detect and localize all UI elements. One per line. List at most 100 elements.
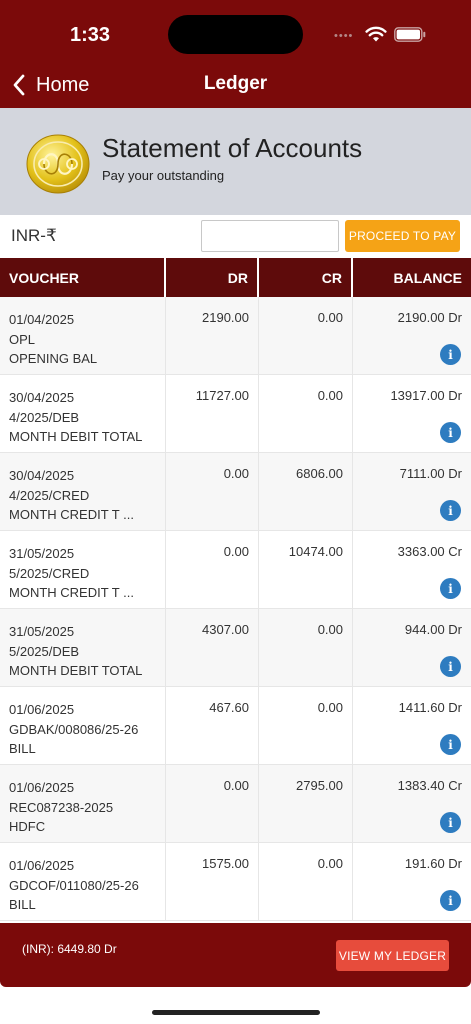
voucher-desc: MONTH DEBIT TOTAL <box>9 429 143 444</box>
voucher-ref: 4/2025/DEB <box>9 409 80 425</box>
voucher-date: 01/06/2025 <box>9 858 75 873</box>
voucher-desc: MONTH CREDIT T ... <box>9 507 134 522</box>
proceed-to-pay-button[interactable]: PROCEED TO PAY <box>345 220 460 252</box>
dr-cell: 0.00 <box>166 765 259 842</box>
top-bar: 1:33 •••• Home Ledger <box>0 0 471 108</box>
company-logo <box>26 134 90 194</box>
table-row: 01/04/2025 OPL OPENING BAL 2190.00 0.00 … <box>0 297 471 375</box>
back-button[interactable]: Home <box>12 72 89 98</box>
voucher-date: 30/04/2025 <box>9 468 75 483</box>
voucher-ref: 5/2025/DEB <box>9 643 80 659</box>
voucher-ref: GDBAK/008086/25-26 <box>9 721 139 737</box>
table-row: 30/04/2025 4/2025/CRED MONTH CREDIT T ..… <box>0 453 471 531</box>
header-dr: DR <box>166 258 259 297</box>
voucher-cell: 30/04/2025 4/2025/DEB MONTH DEBIT TOTAL <box>0 375 166 452</box>
banner-subtitle: Pay your outstanding <box>102 168 225 183</box>
balance-cell: 13917.00 Dr i <box>353 375 471 452</box>
dr-cell: 11727.00 <box>166 375 259 452</box>
balance-cell: 191.60 Dr i <box>353 843 471 920</box>
balance-cell: 1383.40 Cr i <box>353 765 471 842</box>
ledger-table-header: VOUCHER DR CR BALANCE <box>0 258 471 297</box>
voucher-desc: BILL <box>9 897 36 912</box>
balance-value: 13917.00 Dr <box>390 388 462 403</box>
voucher-cell: 30/04/2025 4/2025/CRED MONTH CREDIT T ..… <box>0 453 166 530</box>
dr-cell: 467.60 <box>166 687 259 764</box>
voucher-date: 31/05/2025 <box>9 546 75 561</box>
voucher-cell: 31/05/2025 5/2025/DEB MONTH DEBIT TOTAL <box>0 609 166 686</box>
balance-cell: 2190.00 Dr i <box>353 297 471 374</box>
cr-cell: 0.00 <box>259 609 353 686</box>
view-my-ledger-button[interactable]: VIEW MY LEDGER <box>336 940 449 971</box>
cr-cell: 0.00 <box>259 375 353 452</box>
cellular-signal-icon: •••• <box>334 30 354 42</box>
dr-cell: 0.00 <box>166 453 259 530</box>
info-icon[interactable]: i <box>440 344 461 365</box>
table-row: 01/06/2025 GDBAK/008086/25-26 BILL 467.6… <box>0 687 471 765</box>
back-label: Home <box>36 73 90 96</box>
info-icon[interactable]: i <box>440 812 461 833</box>
voucher-desc: MONTH CREDIT T ... <box>9 585 134 600</box>
chevron-left-icon <box>13 74 25 96</box>
table-row: 30/04/2025 4/2025/DEB MONTH DEBIT TOTAL … <box>0 375 471 453</box>
dr-cell: 2190.00 <box>166 297 259 374</box>
cr-cell: 0.00 <box>259 297 353 374</box>
info-icon[interactable]: i <box>440 422 461 443</box>
battery-icon <box>394 27 426 42</box>
ledger-table-body[interactable]: 01/04/2025 OPL OPENING BAL 2190.00 0.00 … <box>0 297 471 921</box>
voucher-ref: GDCOF/011080/25-26 <box>9 877 139 893</box>
info-icon[interactable]: i <box>440 500 461 521</box>
voucher-desc: BILL <box>9 741 36 756</box>
voucher-ref: REC087238-2025 <box>9 799 114 815</box>
cr-cell: 0.00 <box>259 843 353 920</box>
table-row: 01/06/2025 GDCOF/011080/25-26 BILL 1575.… <box>0 843 471 921</box>
info-icon[interactable]: i <box>440 578 461 599</box>
balance-value: 1411.60 Dr <box>398 700 462 715</box>
balance-cell: 944.00 Dr i <box>353 609 471 686</box>
status-time: 1:33 <box>70 24 111 46</box>
table-row: 01/06/2025 REC087238-2025 HDFC 0.00 2795… <box>0 765 471 843</box>
dr-cell: 4307.00 <box>166 609 259 686</box>
statement-banner: Statement of Accounts Pay your outstandi… <box>0 108 471 215</box>
balance-cell: 7111.00 Dr i <box>353 453 471 530</box>
home-indicator[interactable] <box>152 1010 320 1015</box>
header-voucher: VOUCHER <box>0 258 166 297</box>
voucher-ref: 4/2025/CRED <box>9 487 90 503</box>
voucher-cell: 01/06/2025 GDBAK/008086/25-26 BILL <box>0 687 166 764</box>
voucher-cell: 31/05/2025 5/2025/CRED MONTH CREDIT T ..… <box>0 531 166 608</box>
voucher-ref: 5/2025/CRED <box>9 565 90 581</box>
info-icon[interactable]: i <box>440 734 461 755</box>
balance-cell: 1411.60 Dr i <box>353 687 471 764</box>
voucher-cell: 01/04/2025 OPL OPENING BAL <box>0 297 166 374</box>
table-row: 31/05/2025 5/2025/CRED MONTH CREDIT T ..… <box>0 531 471 609</box>
voucher-date: 31/05/2025 <box>9 624 75 639</box>
footer-bar: (INR): 6449.80 Dr VIEW MY LEDGER <box>0 923 471 987</box>
voucher-date: 01/06/2025 <box>9 702 75 717</box>
balance-value: 1383.40 Cr <box>397 778 462 793</box>
dr-cell: 1575.00 <box>166 843 259 920</box>
balance-cell: 3363.00 Cr i <box>353 531 471 608</box>
voucher-desc: MONTH DEBIT TOTAL <box>9 663 143 678</box>
balance-value: 3363.00 Cr <box>397 544 462 559</box>
balance-value: 191.60 Dr <box>404 856 462 871</box>
dr-cell: 0.00 <box>166 531 259 608</box>
cr-cell: 0.00 <box>259 687 353 764</box>
voucher-cell: 01/06/2025 REC087238-2025 HDFC <box>0 765 166 842</box>
table-row: 31/05/2025 5/2025/DEB MONTH DEBIT TOTAL … <box>0 609 471 687</box>
amount-input[interactable] <box>201 220 339 252</box>
voucher-date: 01/04/2025 <box>9 312 75 327</box>
balance-value: 2190.00 Dr <box>397 310 462 325</box>
dynamic-island <box>168 15 303 54</box>
info-icon[interactable]: i <box>440 656 461 677</box>
cr-cell: 10474.00 <box>259 531 353 608</box>
header-cr: CR <box>259 258 353 297</box>
outstanding-total: (INR): 6449.80 Dr <box>22 942 117 956</box>
voucher-desc: HDFC <box>9 819 46 834</box>
header-balance: BALANCE <box>393 269 462 286</box>
voucher-date: 01/06/2025 <box>9 780 75 795</box>
currency-label: INR-₹ <box>11 226 57 245</box>
balance-value: 7111.00 Dr <box>399 466 462 481</box>
voucher-desc: OPENING BAL <box>9 351 98 366</box>
cr-cell: 2795.00 <box>259 765 353 842</box>
wifi-icon <box>365 26 387 42</box>
info-icon[interactable]: i <box>440 890 461 911</box>
